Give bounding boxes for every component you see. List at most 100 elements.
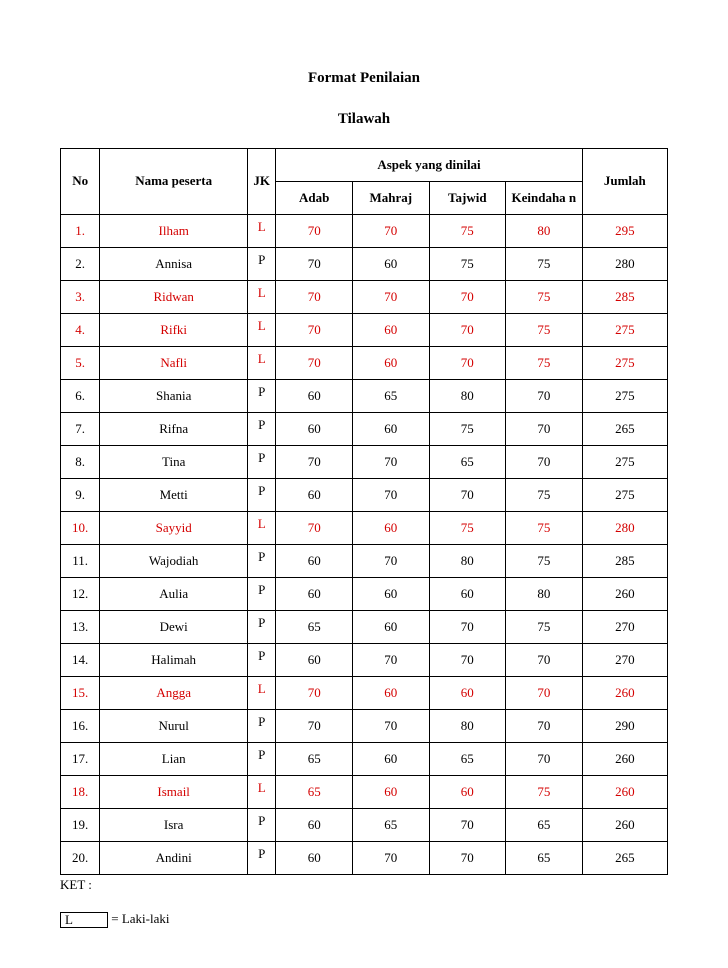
cell-nama: Ilham [100, 215, 248, 248]
legend-text: = Laki-laki [111, 911, 169, 926]
cell-keindahan: 70 [506, 743, 583, 776]
cell-mahraj: 70 [352, 710, 429, 743]
cell-jk: P [248, 578, 276, 611]
cell-tajwid: 75 [429, 512, 506, 545]
cell-jk: P [248, 743, 276, 776]
cell-no: 4. [61, 314, 100, 347]
header-no: No [61, 149, 100, 215]
cell-nama: Ridwan [100, 281, 248, 314]
cell-jk: P [248, 413, 276, 446]
cell-nama: Andini [100, 842, 248, 875]
header-jk: JK [248, 149, 276, 215]
cell-keindahan: 75 [506, 479, 583, 512]
cell-nama: Nafli [100, 347, 248, 380]
cell-adab: 70 [276, 215, 353, 248]
cell-jumlah: 270 [582, 611, 667, 644]
cell-mahraj: 60 [352, 347, 429, 380]
cell-keindahan: 70 [506, 380, 583, 413]
cell-jk: L [248, 281, 276, 314]
cell-no: 15. [61, 677, 100, 710]
table-row: 7.RifnaP60607570265 [61, 413, 668, 446]
cell-jumlah: 295 [582, 215, 667, 248]
cell-jumlah: 280 [582, 512, 667, 545]
cell-jumlah: 275 [582, 347, 667, 380]
cell-no: 14. [61, 644, 100, 677]
cell-jk: P [248, 545, 276, 578]
table-row: 10.SayyidL70607575280 [61, 512, 668, 545]
cell-keindahan: 70 [506, 446, 583, 479]
cell-adab: 60 [276, 578, 353, 611]
table-row: 13.DewiP65607075270 [61, 611, 668, 644]
cell-keindahan: 75 [506, 611, 583, 644]
cell-mahraj: 60 [352, 314, 429, 347]
cell-nama: Ismail [100, 776, 248, 809]
cell-jumlah: 280 [582, 248, 667, 281]
cell-nama: Wajodiah [100, 545, 248, 578]
cell-no: 18. [61, 776, 100, 809]
table-row: 9.MettiP60707075275 [61, 479, 668, 512]
cell-keindahan: 70 [506, 413, 583, 446]
table-body: 1.IlhamL707075802952.AnnisaP706075752803… [61, 215, 668, 875]
table-row: 8.TinaP70706570275 [61, 446, 668, 479]
cell-adab: 65 [276, 611, 353, 644]
cell-no: 19. [61, 809, 100, 842]
header-jumlah: Jumlah [582, 149, 667, 215]
cell-adab: 60 [276, 380, 353, 413]
table-row: 17.LianP65606570260 [61, 743, 668, 776]
cell-keindahan: 75 [506, 314, 583, 347]
cell-jk: P [248, 842, 276, 875]
cell-adab: 70 [276, 710, 353, 743]
cell-no: 1. [61, 215, 100, 248]
table-row: 14.HalimahP60707070270 [61, 644, 668, 677]
table-row: 11.WajodiahP60708075285 [61, 545, 668, 578]
cell-jk: P [248, 479, 276, 512]
cell-jumlah: 260 [582, 677, 667, 710]
cell-jumlah: 275 [582, 314, 667, 347]
cell-keindahan: 75 [506, 281, 583, 314]
header-tajwid: Tajwid [429, 182, 506, 215]
cell-keindahan: 65 [506, 809, 583, 842]
cell-adab: 70 [276, 248, 353, 281]
legend-line: L = Laki-laki [60, 911, 668, 928]
cell-jk: L [248, 512, 276, 545]
cell-nama: Isra [100, 809, 248, 842]
cell-jk: L [248, 314, 276, 347]
cell-jk: P [248, 380, 276, 413]
cell-mahraj: 60 [352, 611, 429, 644]
legend-code-box: L [60, 912, 108, 928]
cell-no: 20. [61, 842, 100, 875]
cell-nama: Shania [100, 380, 248, 413]
cell-no: 3. [61, 281, 100, 314]
table-row: 19.IsraP60657065260 [61, 809, 668, 842]
cell-no: 9. [61, 479, 100, 512]
cell-mahraj: 70 [352, 281, 429, 314]
table-row: 18.IsmailL65606075260 [61, 776, 668, 809]
cell-jk: P [248, 809, 276, 842]
cell-keindahan: 75 [506, 248, 583, 281]
table-row: 6.ShaniaP60658070275 [61, 380, 668, 413]
cell-tajwid: 70 [429, 842, 506, 875]
header-adab: Adab [276, 182, 353, 215]
cell-keindahan: 80 [506, 215, 583, 248]
cell-nama: Annisa [100, 248, 248, 281]
page-title: Format Penilaian [60, 70, 668, 87]
cell-no: 2. [61, 248, 100, 281]
cell-no: 11. [61, 545, 100, 578]
cell-jk: L [248, 347, 276, 380]
cell-mahraj: 65 [352, 380, 429, 413]
cell-jumlah: 275 [582, 479, 667, 512]
cell-keindahan: 80 [506, 578, 583, 611]
cell-adab: 60 [276, 809, 353, 842]
cell-no: 12. [61, 578, 100, 611]
cell-jumlah: 260 [582, 776, 667, 809]
cell-mahraj: 70 [352, 545, 429, 578]
cell-mahraj: 60 [352, 743, 429, 776]
cell-no: 6. [61, 380, 100, 413]
cell-nama: Sayyid [100, 512, 248, 545]
cell-jumlah: 290 [582, 710, 667, 743]
cell-jk: P [248, 710, 276, 743]
cell-jumlah: 260 [582, 743, 667, 776]
cell-adab: 65 [276, 743, 353, 776]
cell-adab: 70 [276, 446, 353, 479]
cell-jk: L [248, 677, 276, 710]
